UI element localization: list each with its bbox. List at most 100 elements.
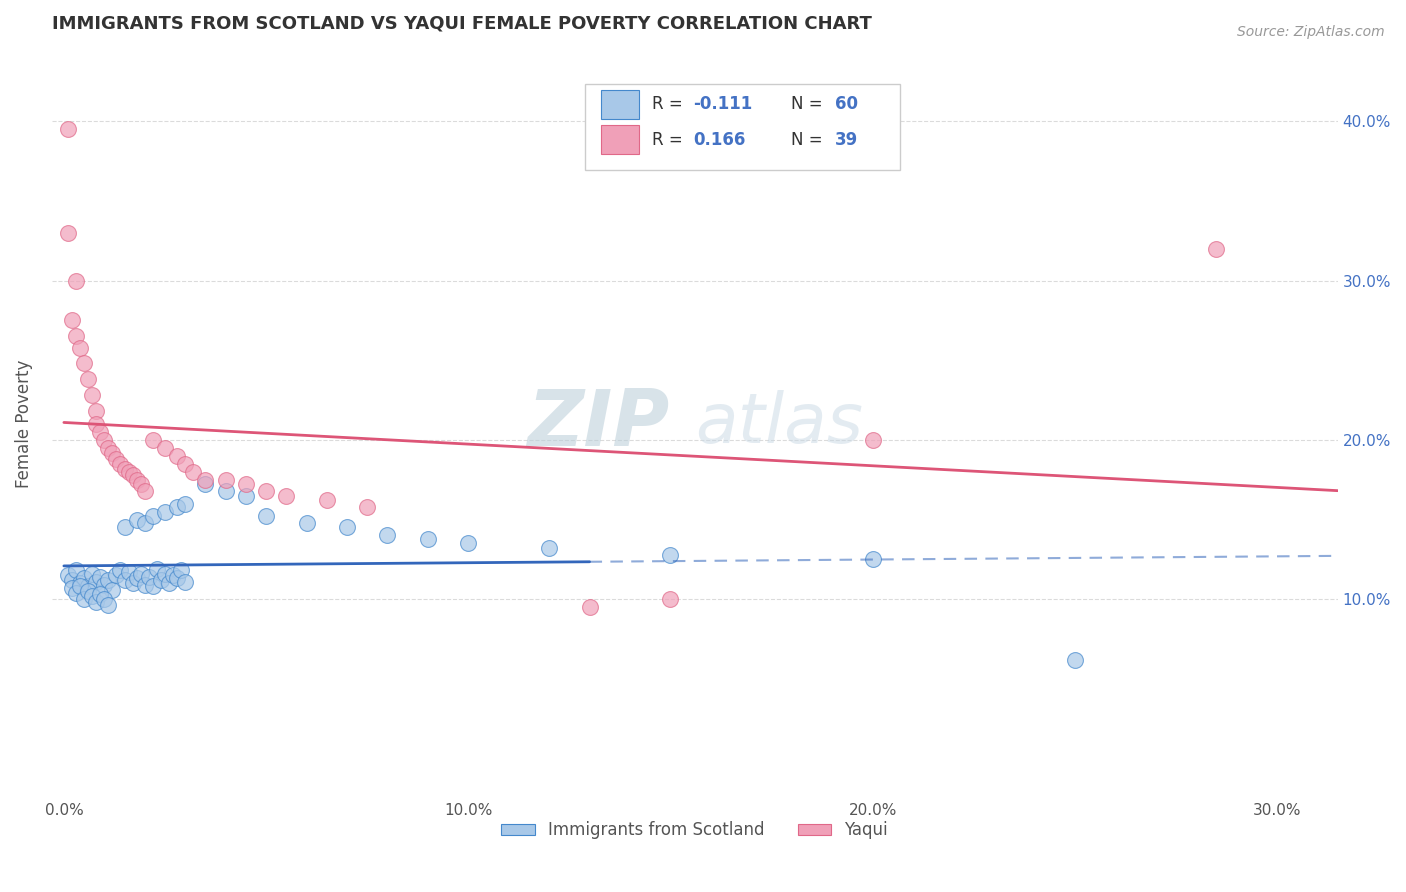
Point	[69, 341, 91, 355]
Point	[97, 573, 120, 587]
FancyBboxPatch shape	[600, 90, 640, 119]
Point	[276, 489, 298, 503]
Point	[142, 509, 165, 524]
Point	[60, 581, 83, 595]
Point	[416, 532, 439, 546]
Text: IMMIGRANTS FROM SCOTLAND VS YAQUI FEMALE POVERTY CORRELATION CHART: IMMIGRANTS FROM SCOTLAND VS YAQUI FEMALE…	[52, 15, 872, 33]
Point	[73, 592, 96, 607]
Point	[82, 566, 104, 581]
Point	[862, 433, 884, 447]
Point	[110, 457, 132, 471]
Point	[659, 592, 682, 607]
Point	[214, 473, 236, 487]
Point	[457, 536, 479, 550]
Point	[65, 329, 87, 343]
Point	[149, 573, 172, 587]
Point	[77, 584, 100, 599]
Text: R =: R =	[652, 95, 689, 113]
Point	[315, 493, 337, 508]
Point	[157, 576, 180, 591]
Point	[101, 445, 124, 459]
Point	[93, 578, 115, 592]
Point	[153, 504, 176, 518]
Point	[578, 600, 600, 615]
Point	[105, 568, 128, 582]
Point	[214, 483, 236, 498]
Text: 0.166: 0.166	[693, 130, 745, 149]
Point	[89, 587, 111, 601]
Point	[82, 388, 104, 402]
Point	[65, 586, 87, 600]
Point	[121, 576, 143, 591]
Point	[56, 568, 79, 582]
Point	[134, 516, 156, 530]
Point	[166, 449, 188, 463]
Y-axis label: Female Poverty: Female Poverty	[15, 359, 32, 488]
Point	[84, 404, 107, 418]
Point	[56, 226, 79, 240]
Point	[862, 552, 884, 566]
Point	[153, 441, 176, 455]
Text: 60: 60	[835, 95, 858, 113]
Point	[105, 452, 128, 467]
Point	[166, 500, 188, 514]
Point	[69, 576, 91, 591]
Point	[84, 417, 107, 431]
Point	[142, 433, 165, 447]
Point	[181, 465, 204, 479]
Point	[174, 574, 197, 589]
Point	[170, 564, 193, 578]
Point	[84, 574, 107, 589]
Point	[77, 372, 100, 386]
Point	[69, 579, 91, 593]
Point	[194, 477, 217, 491]
Point	[166, 571, 188, 585]
Point	[89, 570, 111, 584]
Text: -0.111: -0.111	[693, 95, 752, 113]
Point	[125, 571, 148, 585]
Point	[97, 441, 120, 455]
Point	[153, 566, 176, 581]
Point	[121, 467, 143, 482]
Point	[129, 566, 152, 581]
Point	[538, 541, 561, 556]
Point	[659, 548, 682, 562]
Point	[93, 433, 115, 447]
Point	[73, 571, 96, 585]
Point	[295, 516, 318, 530]
Text: R =: R =	[652, 130, 689, 149]
Text: ZIP: ZIP	[527, 386, 669, 462]
Text: 39: 39	[835, 130, 858, 149]
Point	[235, 477, 257, 491]
Point	[336, 520, 359, 534]
Point	[97, 599, 120, 613]
Point	[65, 564, 87, 578]
Point	[117, 565, 139, 579]
Point	[101, 582, 124, 597]
FancyBboxPatch shape	[600, 126, 640, 153]
Point	[89, 425, 111, 439]
Point	[146, 562, 169, 576]
Point	[138, 570, 160, 584]
Point	[254, 509, 277, 524]
Text: N =: N =	[792, 130, 828, 149]
FancyBboxPatch shape	[585, 84, 900, 169]
Legend: Immigrants from Scotland, Yaqui: Immigrants from Scotland, Yaqui	[495, 814, 894, 846]
Point	[1205, 242, 1227, 256]
Text: atlas: atlas	[695, 391, 863, 458]
Point	[125, 473, 148, 487]
Point	[125, 512, 148, 526]
Point	[117, 465, 139, 479]
Point	[73, 356, 96, 370]
Point	[254, 483, 277, 498]
Point	[134, 483, 156, 498]
Point	[60, 573, 83, 587]
Point	[174, 457, 197, 471]
Point	[1063, 652, 1085, 666]
Point	[356, 500, 378, 514]
Point	[82, 589, 104, 603]
Point	[93, 592, 115, 607]
Point	[114, 520, 136, 534]
Point	[377, 528, 399, 542]
Point	[162, 568, 184, 582]
